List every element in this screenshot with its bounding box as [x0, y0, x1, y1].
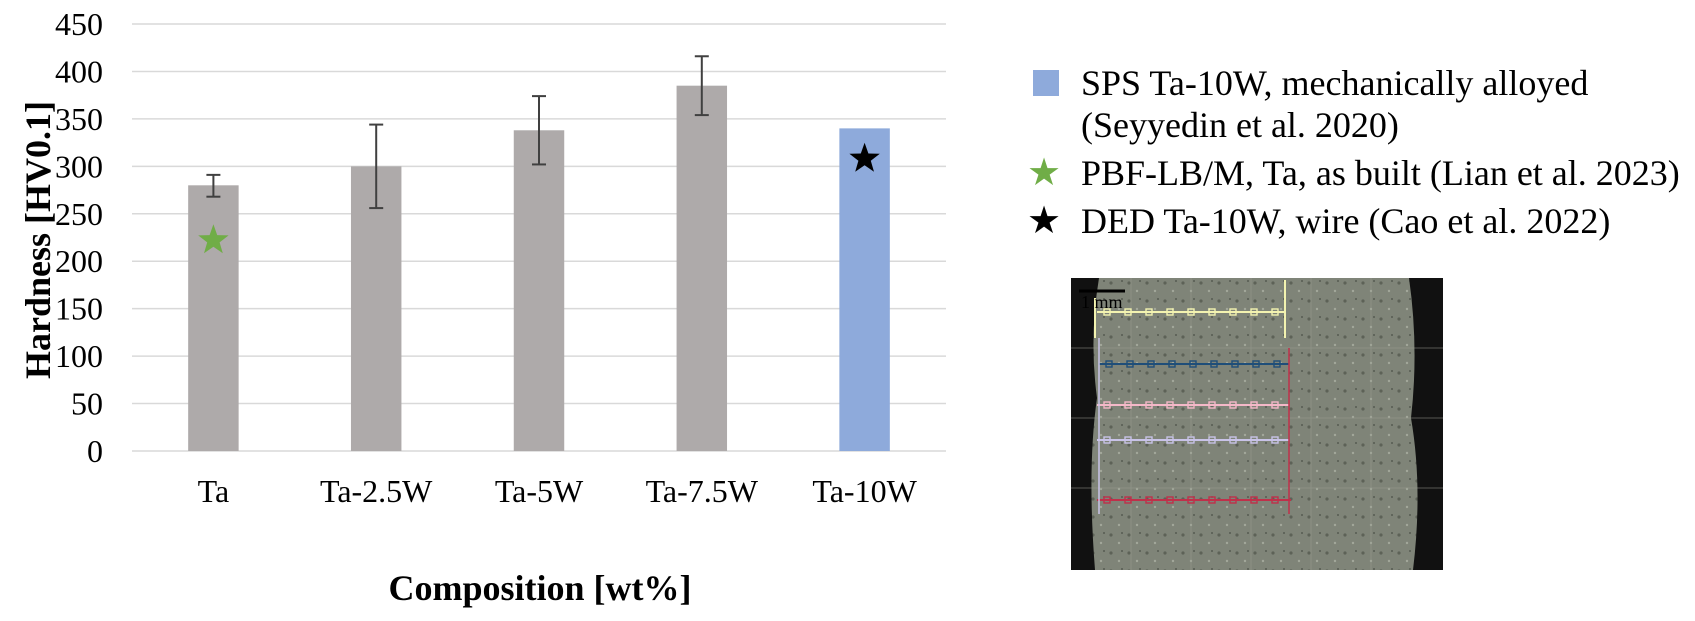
y-tick-label: 350 — [55, 101, 103, 137]
y-tick-label: 300 — [55, 148, 103, 184]
indent-mark — [1145, 436, 1153, 444]
indent-mark — [1124, 401, 1132, 409]
indent-mark — [1208, 401, 1216, 409]
indent-mark — [1124, 308, 1132, 316]
indent-mark — [1250, 401, 1258, 409]
indent-mark — [1250, 308, 1258, 316]
micrograph-image: 1 mm — [1071, 278, 1443, 570]
bar-ta-10w — [839, 128, 890, 451]
indent-mark — [1166, 436, 1174, 444]
error-bar — [369, 123, 384, 210]
indent-mark — [1250, 496, 1258, 504]
legend-label-line1: SPS Ta-10W, mechanically alloyed — [1081, 63, 1589, 103]
y-tick-label: 100 — [55, 338, 103, 374]
indent-mark — [1252, 360, 1260, 368]
indent-mark — [1187, 401, 1195, 409]
literature-markers — [198, 142, 880, 254]
legend-item-sps: SPS Ta-10W, mechanically alloyed (Seyyed… — [1025, 62, 1685, 146]
legend-label: PBF-LB/M, Ta, as built (Lian et al. 2023… — [1081, 153, 1680, 193]
x-tick-label: Ta-7.5W — [646, 473, 759, 509]
indent-mark — [1210, 360, 1218, 368]
hardness-chart: 0 50 100 150 200 250 300 350 400 450 Ta Ta-2.5W Ta-… — [18, 6, 946, 608]
bar-ta-5w — [513, 130, 565, 451]
indent-mark — [1145, 496, 1153, 504]
indent-mark — [1208, 436, 1216, 444]
indent-mark — [1271, 436, 1279, 444]
indent-mark — [1103, 436, 1111, 444]
indent-mark — [1166, 401, 1174, 409]
green-star-icon: ★ — [1027, 152, 1062, 194]
y-tick-label: 50 — [71, 386, 103, 422]
legend: SPS Ta-10W, mechanically alloyed (Seyyed… — [1025, 62, 1685, 242]
star-marker — [849, 142, 880, 172]
error-bar — [532, 95, 546, 166]
indent-mark — [1229, 436, 1237, 444]
star-marker — [198, 224, 229, 254]
scale-bar-label: 1 mm — [1081, 292, 1123, 312]
indent-mark — [1229, 308, 1237, 316]
indent-mark — [1187, 496, 1195, 504]
indent-mark — [1105, 360, 1113, 368]
indent-mark — [1124, 496, 1132, 504]
legend-item-pbf: ★ PBF-LB/M, Ta, as built (Lian et al. 20… — [1025, 152, 1685, 194]
indent-mark — [1271, 401, 1279, 409]
x-tick-label: Ta-2.5W — [320, 473, 433, 509]
indent-mark — [1189, 360, 1197, 368]
indent-mark — [1103, 401, 1111, 409]
indent-mark — [1168, 360, 1176, 368]
y-tick-label: 150 — [55, 291, 103, 327]
y-tick-label: 450 — [55, 6, 103, 42]
indent-mark — [1145, 308, 1153, 316]
indent-mark — [1229, 401, 1237, 409]
legend-item-ded: ★ DED Ta-10W, wire (Cao et al. 2022) — [1025, 200, 1685, 242]
y-tick-label: 400 — [55, 53, 103, 89]
indent-mark — [1103, 308, 1111, 316]
error-bar — [206, 173, 221, 198]
indent-mark — [1273, 360, 1281, 368]
bar-ta-2.5w — [350, 166, 402, 452]
indent-mark — [1166, 308, 1174, 316]
indent-mark — [1250, 436, 1258, 444]
indent-mark — [1166, 496, 1174, 504]
black-star-icon: ★ — [1027, 200, 1062, 242]
x-tick-label: Ta — [198, 473, 230, 509]
x-tick-label: Ta-10W — [812, 473, 917, 509]
indent-mark — [1271, 496, 1279, 504]
error-bar — [694, 55, 709, 117]
indent-mark — [1147, 360, 1155, 368]
indent-mark — [1271, 308, 1279, 316]
y-tick-label: 0 — [87, 433, 103, 469]
x-axis-label: Composition [wt%] — [389, 568, 692, 608]
indent-mark — [1187, 436, 1195, 444]
indent-mark — [1208, 308, 1216, 316]
legend-label-line2: (Seyyedin et al. 2020) — [1081, 105, 1399, 145]
legend-label: DED Ta-10W, wire (Cao et al. 2022) — [1081, 201, 1611, 241]
y-tick-labels: 0 50 100 150 200 250 300 350 400 450 — [55, 6, 103, 469]
indent-mark — [1231, 360, 1239, 368]
indent-mark — [1187, 308, 1195, 316]
indent-mark — [1124, 436, 1132, 444]
error-bars — [206, 55, 709, 210]
y-axis-label: Hardness [HV0.1] — [18, 101, 58, 379]
y-tick-label: 200 — [55, 243, 103, 279]
indent-mark — [1229, 496, 1237, 504]
bar-ta-7.5w — [676, 85, 728, 451]
indent-mark — [1103, 496, 1111, 504]
y-tick-label: 250 — [55, 196, 103, 232]
indent-mark — [1145, 401, 1153, 409]
legend-swatch-blue-square — [1033, 70, 1059, 96]
x-tick-label: Ta-5W — [495, 473, 584, 509]
indent-mark — [1126, 360, 1134, 368]
x-tick-labels: Ta Ta-2.5W Ta-5W Ta-7.5W Ta-10W — [198, 473, 918, 509]
indent-mark — [1208, 496, 1216, 504]
